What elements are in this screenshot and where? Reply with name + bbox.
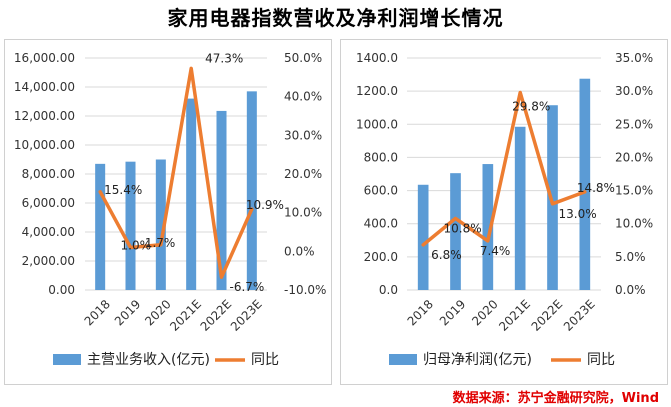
right-axis-tick-label: 40.0% (284, 90, 322, 104)
right-axis-tick-label: 50.0% (284, 51, 322, 65)
right-axis-tick-label: 10.0% (284, 206, 322, 220)
right-axis-tick-label: 25.0% (615, 117, 653, 131)
category-label: 2022E (529, 297, 566, 334)
left-axis-tick-label: 4,000.00 (22, 225, 75, 239)
category-label: 2018 (405, 297, 436, 328)
data-label: -6.7% (230, 280, 265, 294)
bar (514, 126, 526, 291)
legend-bar-swatch (53, 354, 81, 365)
data-label: 47.3% (205, 51, 243, 65)
bar (482, 164, 494, 290)
legend-line-label: 同比 (587, 352, 615, 368)
data-label: 1.0% (121, 238, 152, 252)
left-axis-tick-label: 8,000.00 (22, 167, 75, 181)
bar (579, 78, 591, 290)
left-axis-tick-label: 0.00 (48, 283, 75, 297)
bar (450, 173, 461, 290)
left-axis-tick-label: 14,000.00 (14, 80, 75, 94)
bar (186, 98, 197, 290)
category-label: 2018 (82, 297, 113, 328)
data-label: 13.0% (559, 207, 597, 221)
left-axis-tick-label: 2,000.00 (22, 254, 75, 268)
data-label: 14.8% (577, 181, 615, 195)
category-label: 2023E (561, 297, 598, 334)
left-axis-tick-label: 10,000.00 (14, 138, 75, 152)
left-axis-tick-label: 1200.0 (356, 84, 398, 98)
left-axis-tick-label: 1000.0 (356, 117, 398, 131)
revenue-chart-panel: 0.00 2,000.00 4,000.00 6,000.00 8,000.00 10,0… (4, 39, 332, 385)
right-axis-tick-label: 30.0% (615, 84, 653, 98)
category-label: 2022E (198, 297, 235, 334)
data-label: 15.4% (104, 183, 142, 197)
right-axis-tick-label: 20.0% (615, 150, 653, 164)
bar (216, 110, 227, 290)
left-axis-tick-label: 400.0 (364, 217, 398, 231)
category-label: 2019 (437, 297, 468, 328)
bar (95, 163, 106, 290)
data-label: 6.8% (431, 248, 462, 262)
profit-chart: 0.0 200.0 400.0 600.0 800.0 1000.0 1200.0 1400.… (356, 51, 653, 368)
category-label: 2019 (112, 297, 143, 328)
data-label: 10.9% (246, 198, 284, 212)
profit-chart-panel: 0.0 200.0 400.0 600.0 800.0 1000.0 1200.0 1400.… (340, 39, 668, 385)
left-axis-tick-label: 800.0 (364, 150, 398, 164)
data-label: 1.7% (145, 236, 176, 250)
right-axis-tick-label: 35.0% (615, 51, 653, 65)
bar (246, 91, 257, 290)
bar (417, 184, 429, 290)
source-note: 数据来源：苏宁金融研究院，Wind (452, 391, 659, 406)
right-axis-tick-label: -10.0% (284, 283, 326, 297)
right-axis-tick-label: 0.0% (615, 283, 646, 297)
legend-bar-label: 归母净利润(亿元) (423, 351, 532, 368)
growth-line (98, 66, 254, 279)
right-axis-tick-label: 20.0% (284, 167, 322, 181)
legend-bar-label: 主营业务收入(亿元) (87, 352, 210, 368)
bar (125, 161, 136, 290)
chart-main-title: 家用电器指数营收及净利润增长情况 (167, 6, 504, 30)
left-axis-tick-label: 200.0 (364, 250, 398, 264)
bar (155, 159, 166, 290)
category-label: 2021E (167, 297, 204, 334)
category-label: 2021E (496, 297, 533, 334)
left-axis-tick-label: 12,000.00 (14, 109, 75, 123)
legend-bar-swatch (389, 354, 417, 365)
right-axis-tick-label: 10.0% (615, 217, 653, 231)
right-axis-tick-label: 30.0% (284, 128, 322, 142)
left-axis-tick-label: 6,000.00 (22, 196, 75, 210)
data-label: 7.4% (480, 244, 511, 258)
right-axis-tick-label: 0.0% (284, 244, 315, 258)
left-axis-tick-label: 16,000.00 (14, 51, 75, 65)
revenue-chart: 0.00 2,000.00 4,000.00 6,000.00 8,000.00 10,0… (14, 51, 327, 368)
category-label: 2023E (228, 297, 265, 334)
left-axis-tick-label: 0.0 (379, 283, 398, 297)
growth-line (421, 90, 587, 247)
right-axis-tick-label: 5.0% (615, 250, 646, 264)
data-label: 29.8% (512, 99, 550, 113)
left-axis-tick-label: 600.0 (364, 184, 398, 198)
legend-line-label: 同比 (251, 352, 279, 368)
right-axis-tick-label: 15.0% (615, 184, 653, 198)
left-axis-tick-label: 1400.0 (356, 51, 398, 65)
data-label: 10.8% (444, 221, 482, 235)
